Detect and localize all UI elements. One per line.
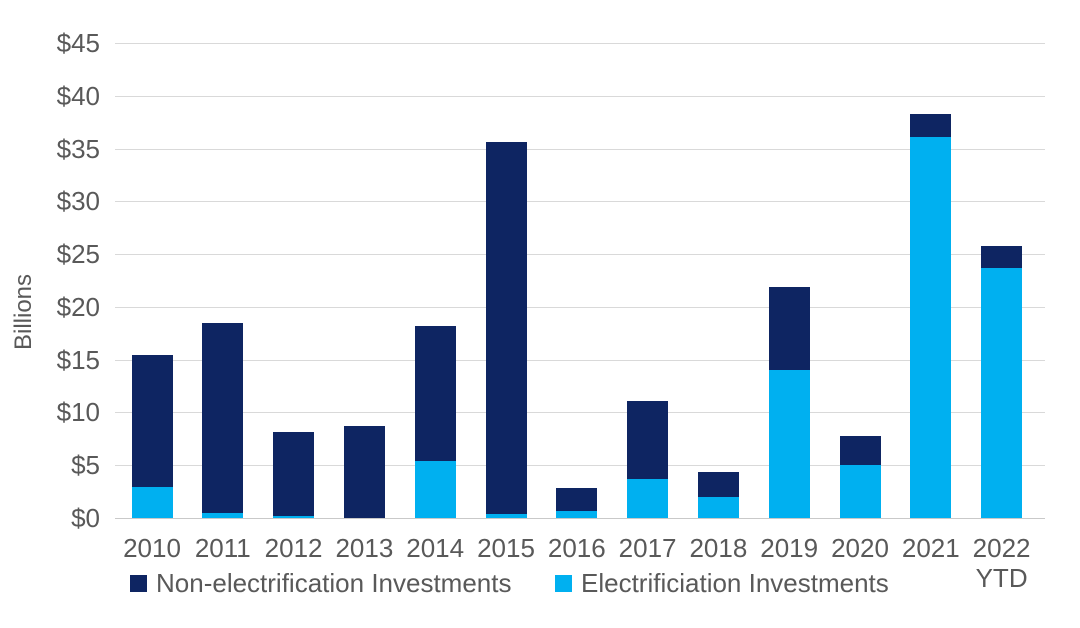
- x-tick-sublabel: YTD: [975, 563, 1028, 593]
- x-tick-year: 2010: [123, 533, 181, 563]
- x-tick-label: 2021: [893, 533, 969, 563]
- bar-electrification-segment: [910, 136, 952, 518]
- gridline: [115, 465, 1045, 467]
- bar-non-electrification-segment: [273, 432, 315, 516]
- bar-electrification-segment: [202, 512, 244, 518]
- gridline: [115, 306, 1045, 308]
- bar-non-electrification-segment: [131, 355, 173, 488]
- x-tick-label: 2014: [397, 533, 473, 563]
- x-tick-year: 2013: [335, 533, 394, 563]
- x-tick-year: 2018: [689, 533, 748, 563]
- x-tick-year: 2020: [831, 533, 889, 563]
- x-tick-label: 2011: [185, 533, 261, 563]
- gridline: [115, 412, 1045, 414]
- x-tick-label: 2022 YTD: [964, 533, 1040, 593]
- x-tick-year: 2016: [547, 533, 606, 563]
- bar-electrification-segment: [839, 465, 881, 518]
- y-tick-label: $45: [56, 27, 100, 58]
- legend-swatch-non-electrification-icon: [130, 575, 147, 592]
- bar-electrification-segment: [981, 267, 1023, 518]
- x-tick-label: 2013: [326, 533, 402, 563]
- y-tick-label: $0: [71, 503, 100, 533]
- gridline: [115, 95, 1045, 97]
- bar-electrification-segment: [414, 460, 456, 518]
- x-tick-label: 2019: [751, 533, 827, 563]
- x-tick-label: 2016: [539, 533, 615, 563]
- legend-label-electrification: Electrificiation Investments: [581, 568, 889, 598]
- y-tick-label: $40: [56, 80, 100, 111]
- x-tick-label: 2020: [822, 533, 898, 563]
- bar-non-electrification-segment: [414, 325, 456, 461]
- gridline: [115, 148, 1045, 150]
- bar-electrification-segment: [697, 496, 739, 518]
- bar-electrification-segment: [485, 513, 527, 518]
- x-tick-label: 2017: [610, 533, 686, 563]
- x-tick-year: 2015: [477, 533, 535, 563]
- y-tick-label: $5: [71, 450, 100, 481]
- bar-non-electrification-segment: [485, 142, 527, 514]
- y-tick-label: $10: [56, 397, 100, 428]
- bar-non-electrification-segment: [627, 400, 669, 479]
- bar-electrification-segment: [273, 515, 315, 518]
- legend-swatch-electrification-icon: [555, 575, 572, 592]
- bar-electrification-segment: [131, 487, 173, 518]
- y-tick-label: $20: [56, 291, 100, 322]
- legend-item-electrification: Electrificiation Investments: [555, 568, 889, 599]
- gridline: [115, 42, 1045, 44]
- y-tick-label: $25: [56, 239, 100, 270]
- legend-label-non-electrification: Non-electrification Investments: [156, 568, 512, 598]
- bar-non-electrification-segment: [697, 471, 739, 497]
- x-tick-year: 2021: [901, 533, 960, 563]
- bar-electrification-segment: [768, 370, 810, 518]
- x-tick-label: 2010: [114, 533, 190, 563]
- x-tick-label: 2015: [468, 533, 544, 563]
- legend-item-non-electrification: Non-electrification Investments: [130, 568, 511, 599]
- x-tick-year: 2012: [264, 533, 323, 563]
- y-tick-label: $30: [56, 186, 100, 217]
- bar-non-electrification-segment: [981, 245, 1023, 268]
- x-tick-label: 2012: [256, 533, 332, 563]
- x-tick-year: 2017: [618, 533, 677, 563]
- gridline: [115, 201, 1045, 203]
- gridline: [115, 254, 1045, 256]
- bar-non-electrification-segment: [839, 435, 881, 466]
- bar-non-electrification-segment: [910, 113, 952, 137]
- gridline: [115, 359, 1045, 361]
- x-tick-year: 2011: [194, 533, 251, 563]
- bar-electrification-segment: [556, 510, 598, 518]
- x-tick-year: 2019: [760, 533, 819, 563]
- bar-non-electrification-segment: [556, 488, 598, 511]
- x-tick-year: 2022: [972, 533, 1031, 563]
- bar-non-electrification-segment: [202, 322, 244, 513]
- x-tick-year: 2014: [406, 533, 465, 563]
- x-tick-label: 2018: [680, 533, 756, 563]
- y-tick-label: $35: [56, 133, 100, 164]
- x-axis-line: [115, 518, 1045, 519]
- bar-non-electrification-segment: [768, 286, 810, 371]
- bar-non-electrification-segment: [343, 426, 385, 518]
- y-tick-label: $15: [56, 344, 100, 375]
- bar-electrification-segment: [627, 478, 669, 518]
- legend: Non-electrification Investments Electrif…: [0, 568, 1080, 602]
